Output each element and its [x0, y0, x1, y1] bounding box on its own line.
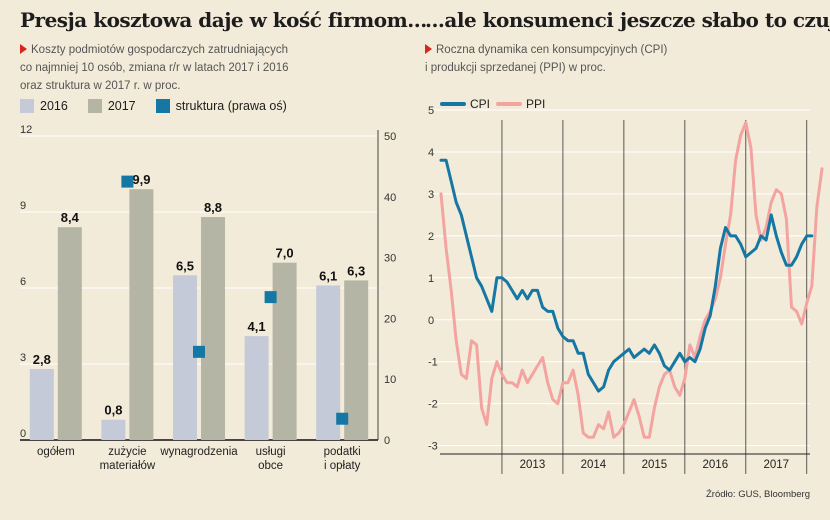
y-tick-label: -1 [428, 357, 438, 369]
legend-item-struktura: struktura (prawa oś) [155, 99, 287, 113]
right-chart-title: ...ale konsumenci jeszcze słabo to czują [425, 8, 830, 32]
bar-chart-legend: 2016 2017 struktura (prawa oś) [20, 99, 307, 113]
legend-swatch [87, 99, 102, 113]
y-tick-label: -2 [428, 399, 438, 411]
y-left-tick-label: 6 [20, 276, 26, 288]
legend-item-2017: 2017 [87, 99, 136, 113]
left-chart-title: Presja kosztowa daje w kość firmom... [20, 8, 427, 32]
y-right-tick-label: 50 [384, 131, 396, 143]
left-chart-subtitle: Koszty podmiotów gospodarczych zatrudnia… [20, 41, 289, 95]
x-tick-label: 2013 [520, 459, 546, 471]
bar-data-label: 8,8 [204, 200, 222, 215]
category-label: usługi [256, 446, 286, 458]
triangle-marker-icon [20, 44, 27, 54]
legend-label: 2017 [107, 99, 136, 113]
bar-2017 [129, 189, 154, 440]
bar-data-label: 8,4 [61, 210, 80, 225]
bar-data-label: 6,3 [347, 263, 365, 278]
x-tick-label: 2017 [763, 459, 789, 471]
bar-2016 [101, 419, 126, 440]
y-tick-label: 4 [428, 147, 434, 159]
category-label: podatki [324, 446, 361, 458]
legend-swatch [155, 99, 170, 113]
y-tick-label: 3 [428, 189, 434, 201]
category-label: obce [258, 460, 283, 472]
y-tick-label: 2 [428, 231, 434, 243]
x-tick-label: 2016 [703, 459, 729, 471]
y-tick-label: 1 [428, 273, 434, 285]
right-subtitle-line: Roczna dynamika cen konsumpcyjnych (CPI) [436, 44, 668, 56]
ppi-line [439, 121, 824, 439]
bar-data-label: 9,9 [132, 172, 150, 187]
y-right-tick-label: 0 [384, 435, 390, 447]
left-subtitle-line: co najmniej 10 osób, zmiana r/r w latach… [20, 62, 289, 74]
bar-2016 [244, 336, 269, 440]
y-left-tick-label: 0 [20, 428, 26, 440]
y-tick-label: -3 [428, 441, 438, 453]
legend-item-2016: 2016 [20, 99, 68, 113]
bar-data-label: 6,1 [319, 268, 337, 283]
category-label: ogółem [37, 446, 75, 458]
cpi-line [439, 158, 814, 393]
struktura-marker [336, 412, 349, 425]
legend-label-ppi: PPI [526, 97, 545, 111]
category-label: materiałów [100, 460, 156, 472]
triangle-marker-icon [425, 44, 432, 54]
struktura-marker [264, 291, 277, 304]
left-subtitle-line: oraz struktura w 2017 r. w proc. [20, 80, 181, 92]
source-note: Źródło: GUS, Bloomberg [705, 489, 810, 500]
bar-2016 [29, 369, 54, 440]
y-left-tick-label: 12 [20, 124, 32, 136]
bar-data-label: 0,8 [104, 403, 122, 418]
legend-label: 2016 [40, 99, 68, 113]
legend-label-cpi: CPI [470, 97, 490, 111]
y-right-tick-label: 40 [384, 192, 396, 204]
y-left-tick-label: 9 [20, 200, 26, 212]
right-chart-subtitle: Roczna dynamika cen konsumpcyjnych (CPI)… [425, 41, 667, 77]
y-right-tick-label: 20 [384, 313, 396, 325]
x-tick-label: 2015 [642, 459, 668, 471]
legend-label: struktura (prawa oś) [175, 99, 287, 113]
bar-data-label: 6,5 [176, 258, 194, 273]
category-label: zużycie [108, 446, 146, 458]
y-right-tick-label: 30 [384, 253, 396, 265]
bar-data-label: 4,1 [248, 319, 266, 334]
x-tick-label: 2014 [581, 459, 607, 471]
category-label: wynagrodzenia [159, 446, 238, 458]
y-left-tick-label: 3 [20, 352, 26, 364]
bar-2017 [272, 262, 297, 440]
right-subtitle-line: i produkcji sprzedanej (PPI) w proc. [425, 62, 606, 74]
y-tick-label: 5 [428, 105, 434, 117]
bar-data-label: 7,0 [276, 246, 294, 261]
bar-data-label: 2,8 [33, 352, 51, 367]
left-subtitle-line: Koszty podmiotów gospodarczych zatrudnia… [31, 44, 288, 56]
struktura-marker [121, 175, 134, 188]
bar-2017 [57, 227, 82, 440]
bar-2017 [201, 217, 225, 440]
y-tick-label: 0 [428, 315, 434, 327]
struktura-marker [193, 345, 205, 358]
y-right-tick-label: 10 [384, 374, 396, 386]
legend-swatch [20, 99, 34, 113]
category-label: i opłaty [324, 460, 361, 472]
